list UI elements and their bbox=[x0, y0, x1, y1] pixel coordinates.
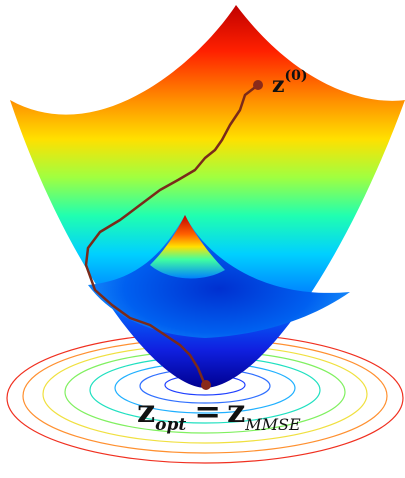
label-part: z bbox=[137, 392, 155, 430]
label-part: z bbox=[272, 72, 285, 98]
surface-diagram: z(0) zopt=zMMSE bbox=[0, 0, 405, 478]
start-point bbox=[253, 80, 263, 90]
label-part: MMSE bbox=[244, 415, 301, 434]
label-part: = bbox=[194, 392, 221, 430]
label-part: z bbox=[227, 392, 245, 430]
label-part: opt bbox=[155, 415, 186, 435]
optimum-point bbox=[201, 380, 211, 390]
label-part: (0) bbox=[285, 68, 308, 84]
